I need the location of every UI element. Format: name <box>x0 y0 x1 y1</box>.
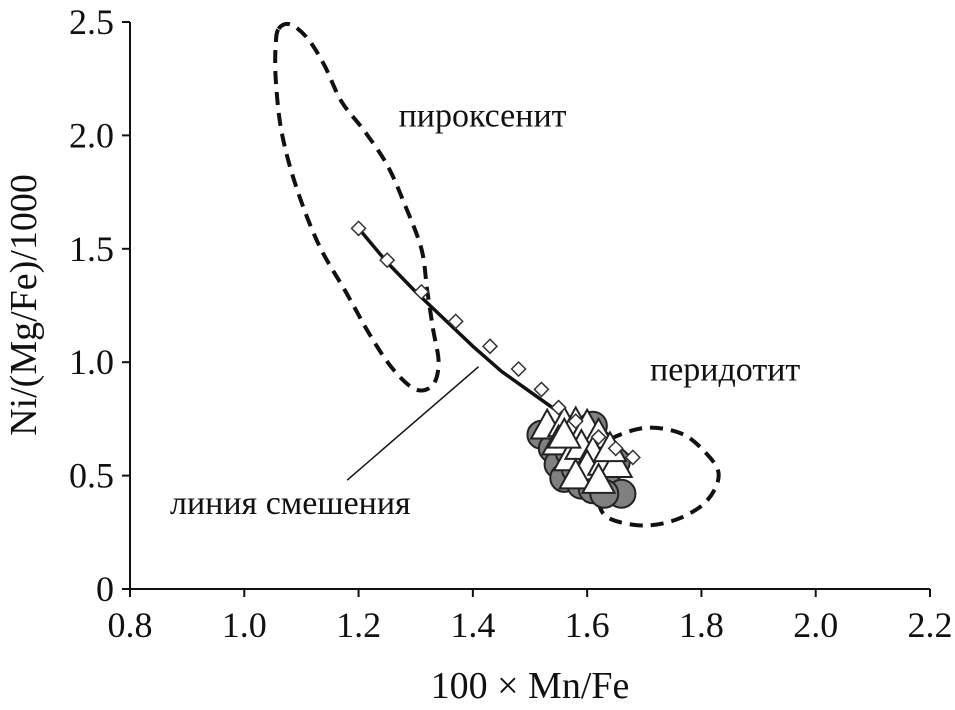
triangle-point <box>580 462 617 494</box>
mixing-line-leader <box>346 366 480 481</box>
x-tick-label: 1.8 <box>679 605 724 645</box>
mixing-line-marker <box>379 252 396 269</box>
y-tick-label: 1.0 <box>69 342 114 382</box>
text-layer: 100 × Mn/Fe Ni/(Mg/Fe)/1000 пироксенит п… <box>3 97 800 707</box>
y-tick-label: 2.5 <box>69 2 114 42</box>
mixing-line-marker <box>550 399 567 416</box>
x-axis-title: 100 × Mn/Fe <box>431 665 630 707</box>
mixing-line-marker <box>590 428 607 446</box>
mixing-line-marker <box>447 313 464 330</box>
mixing-line-marker <box>567 413 584 430</box>
x-tick-label: 2.0 <box>793 605 838 645</box>
annotation-mixing-line: линия смешения <box>170 485 411 522</box>
triangle-point <box>598 446 634 479</box>
x-tick-label: 1.6 <box>565 605 610 645</box>
points-layer <box>350 220 641 509</box>
annotation-peridotite: перидотит <box>650 351 800 388</box>
mixing-line-marker <box>350 220 367 237</box>
y-tick-label: 0.5 <box>69 456 114 496</box>
mixing-line-marker <box>607 440 624 457</box>
y-axis-title: Ni/(Mg/Fe)/1000 <box>3 174 45 436</box>
y-tick-label: 1.5 <box>69 229 114 269</box>
pyroxenite-field-outline <box>273 21 441 393</box>
peridotite-field-outline <box>595 425 721 528</box>
y-tick-label: 0 <box>96 569 114 609</box>
mixing-line-marker <box>624 449 641 466</box>
fields-layer <box>273 21 721 528</box>
triangle-point <box>546 416 582 449</box>
mixing-line-marker <box>481 338 499 355</box>
x-tick-label: 2.2 <box>908 605 953 645</box>
x-tick-label: 1.4 <box>450 605 495 645</box>
x-tick-label: 1.2 <box>336 605 381 645</box>
x-tick-label: 1.0 <box>222 605 267 645</box>
axes-layer: 0.8 1.0 1.2 1.4 1.6 1.8 2.0 2.2 0 0.5 1.0 1.5 2.0 2.5 <box>69 2 953 645</box>
y-tick-label: 2.0 <box>69 115 114 155</box>
x-tick-label: 0.8 <box>108 605 153 645</box>
mixing-line-marker <box>510 360 527 378</box>
mixing-line-marker <box>533 381 550 398</box>
mixing-line-marker <box>413 283 430 300</box>
annotation-pyroxenite: пироксенит <box>399 97 567 134</box>
triangle-point <box>558 457 594 490</box>
